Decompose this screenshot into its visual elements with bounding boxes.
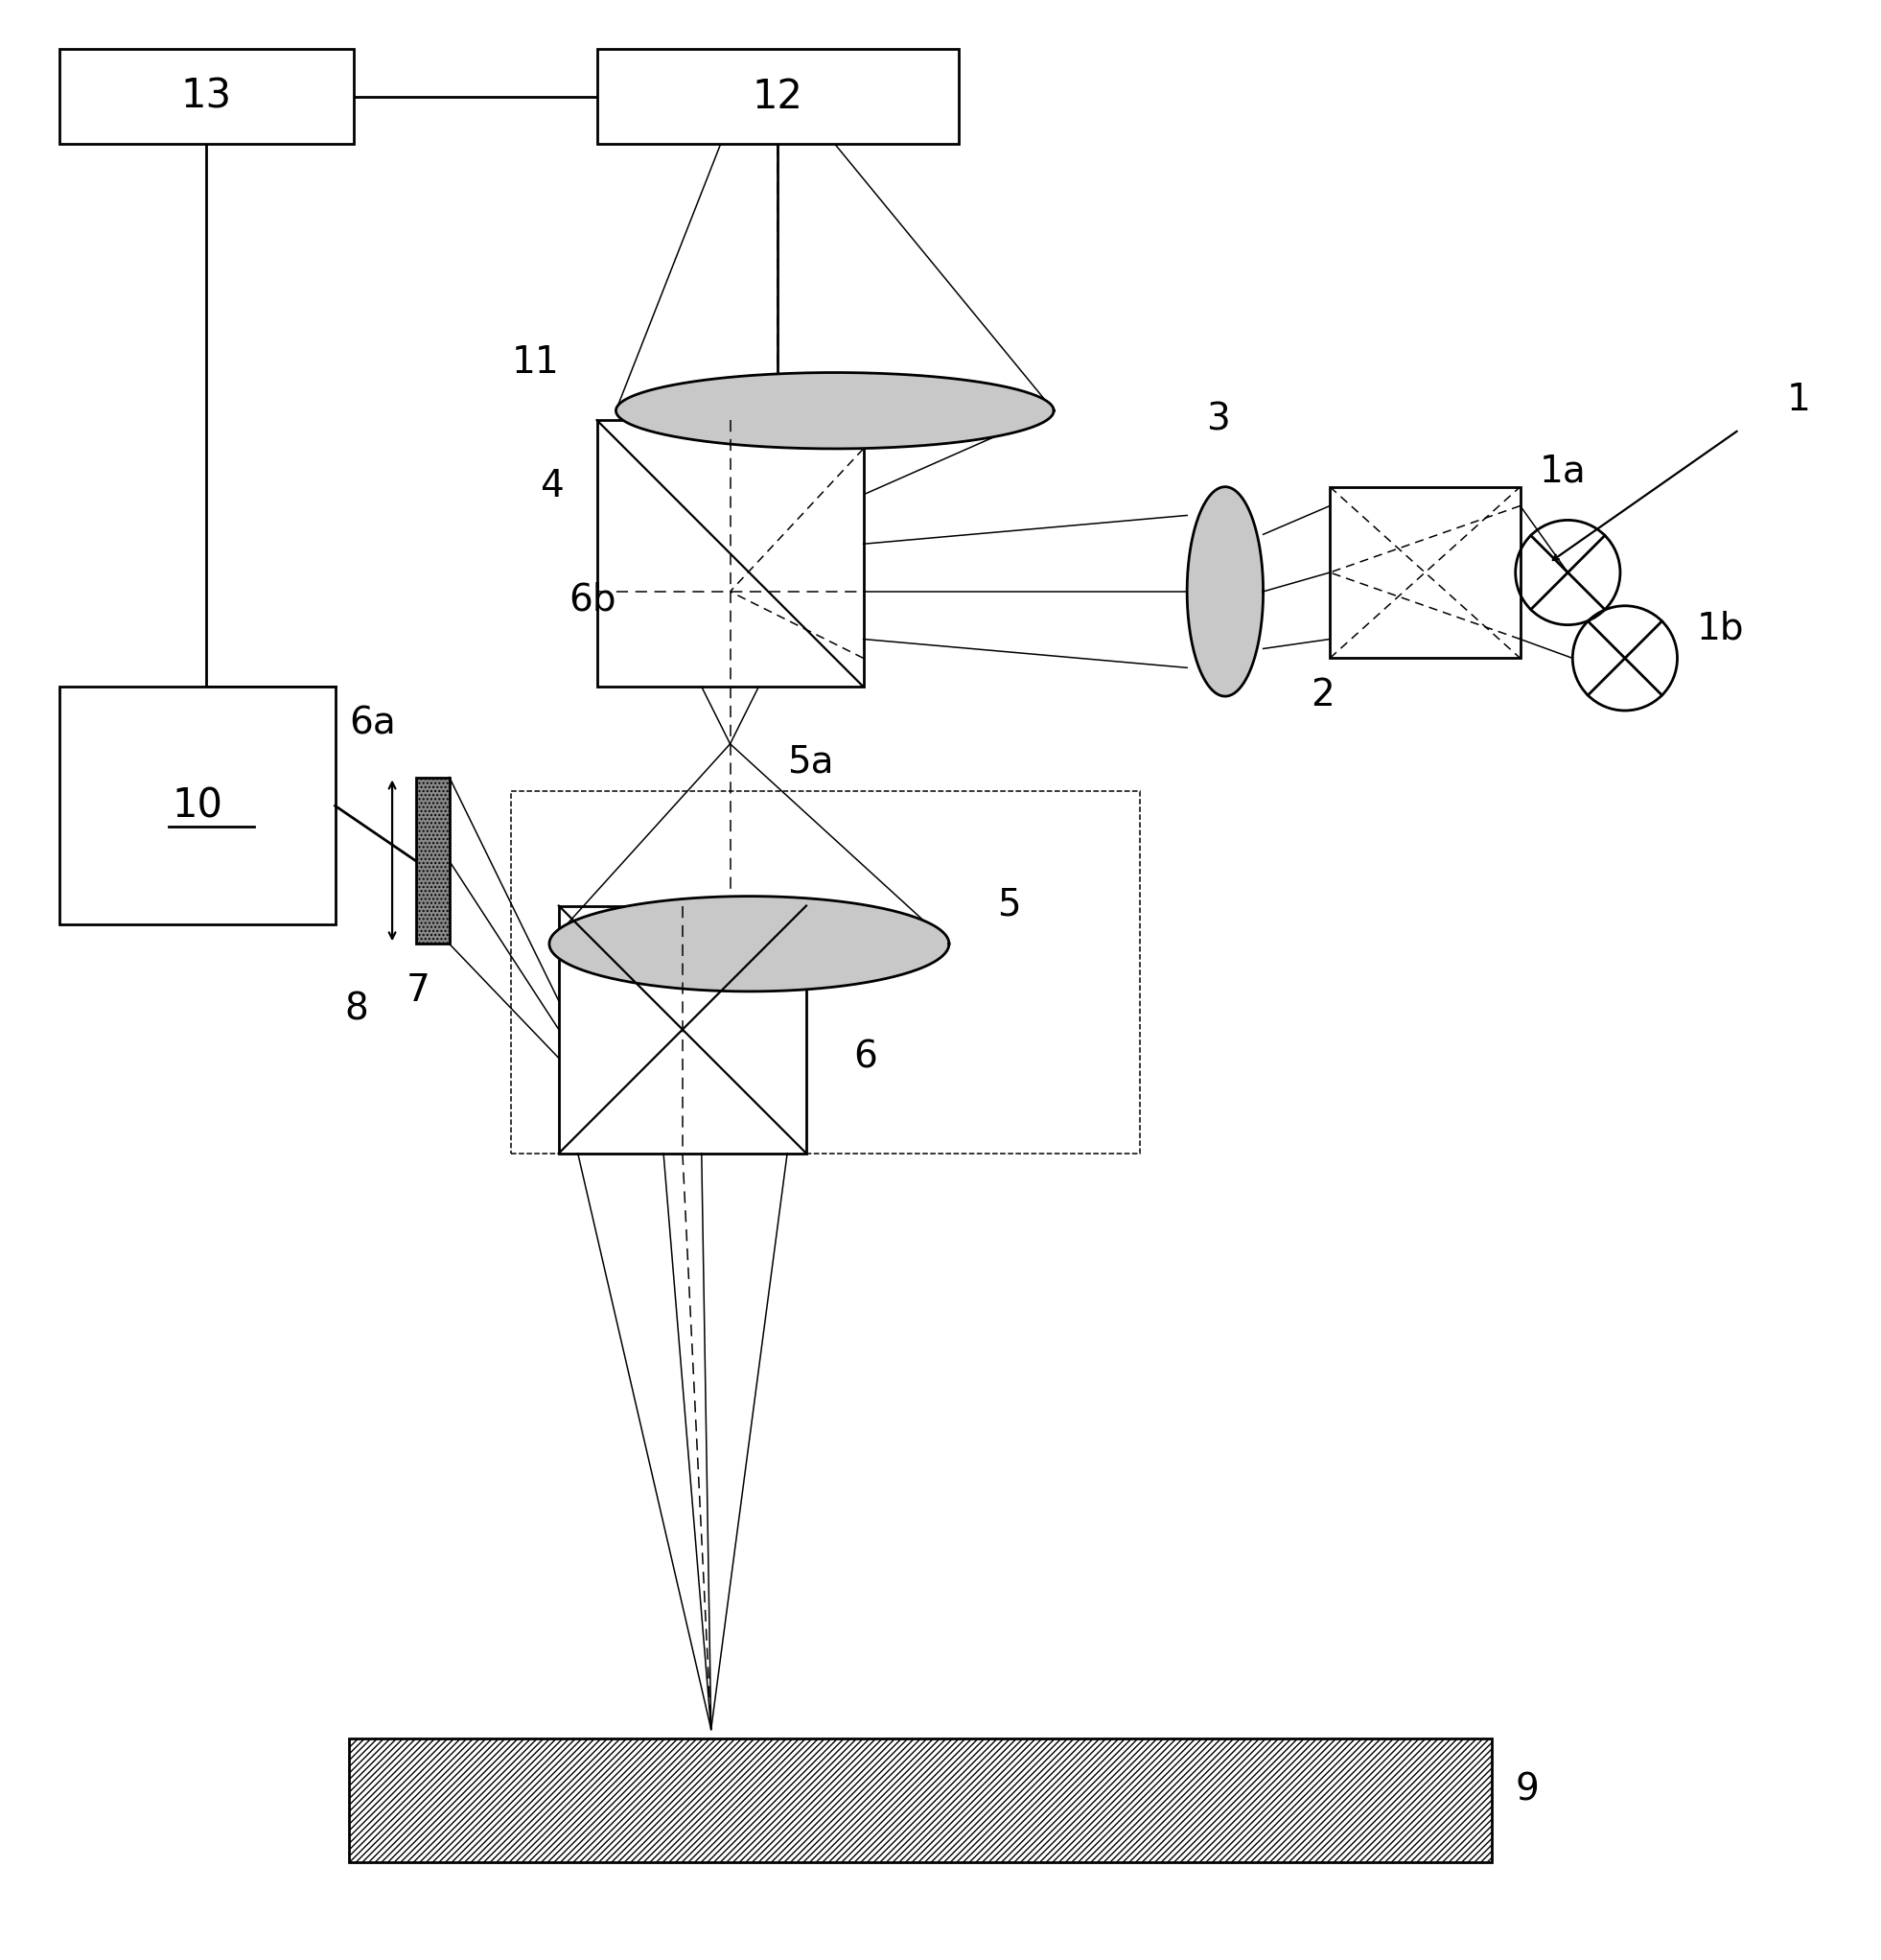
Bar [58,686,335,925]
Text: 3: 3 [1206,402,1230,437]
Text: 9: 9 [1516,1772,1539,1809]
Text: 6b: 6b [568,582,615,617]
Text: 13: 13 [181,76,231,116]
Text: 10: 10 [171,786,222,825]
Text: 1: 1 [1787,382,1811,417]
Polygon shape [615,372,1053,449]
Bar [596,419,863,686]
Text: 5a: 5a [788,743,833,780]
Text: 1a: 1a [1539,453,1586,490]
Bar [350,1739,1492,1862]
Text: 4: 4 [540,468,564,504]
Text: 6a: 6a [350,706,397,743]
Text: 11: 11 [512,343,559,380]
Polygon shape [1187,486,1264,696]
Text: 2: 2 [1311,676,1334,713]
Text: 6: 6 [854,1039,878,1076]
Bar [512,792,1140,1152]
Text: 1b: 1b [1697,610,1744,647]
Polygon shape [549,896,950,992]
Bar [559,906,807,1152]
Bar [58,49,354,143]
Text: 7: 7 [406,972,431,1009]
Bar [596,49,959,143]
Bar [1330,486,1520,659]
Text: 5: 5 [997,886,1020,923]
Bar [416,778,450,945]
Text: 12: 12 [752,76,803,116]
Text: 8: 8 [344,992,369,1027]
